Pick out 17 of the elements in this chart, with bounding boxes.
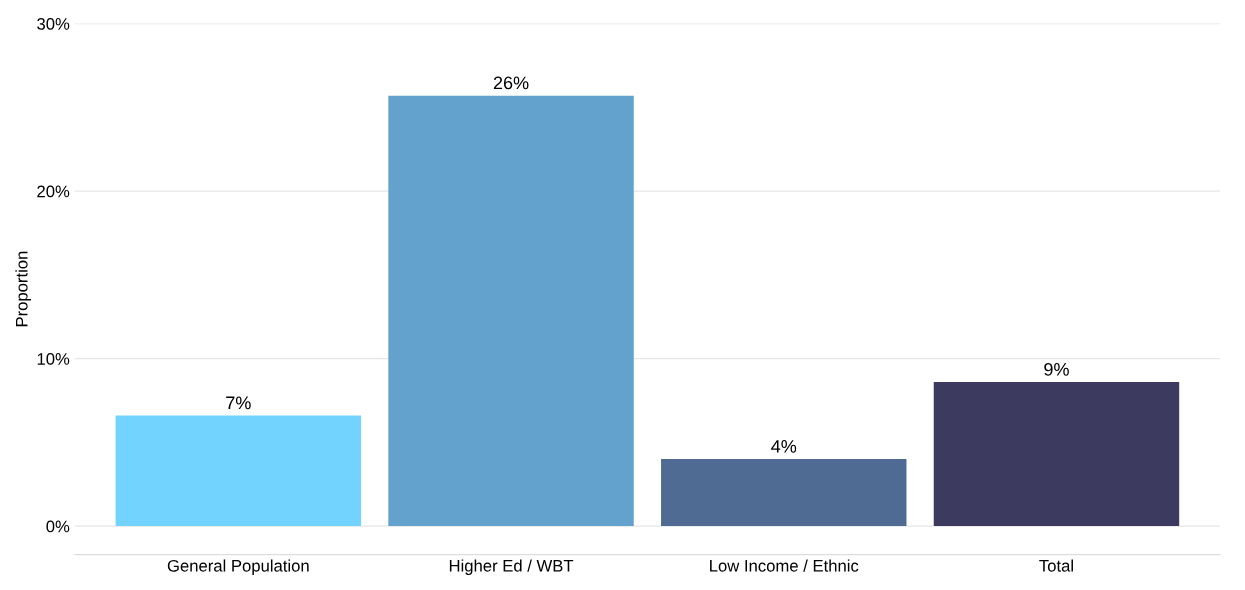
data-label: 7%	[226, 396, 251, 410]
y-tick-label: 10%	[37, 353, 70, 365]
data-label: 4%	[771, 440, 797, 453]
x-tick-label: Total	[1039, 559, 1073, 572]
data-label: 9%	[1044, 362, 1069, 376]
x-tick-label: General Population	[167, 559, 309, 575]
bar	[661, 459, 907, 527]
bar	[933, 382, 1180, 527]
y-tick-label: 20%	[37, 185, 70, 198]
data-label: 26%	[493, 76, 529, 90]
y-tick-label: 0%	[46, 520, 70, 533]
bar	[115, 415, 362, 527]
x-tick-label: Higher Ed / WBT	[449, 559, 574, 575]
y-tick-label: 30%	[37, 18, 70, 30]
bar	[388, 95, 634, 527]
x-tick-label: Low Income / Ethnic	[710, 559, 859, 572]
y-axis-title: Proportion	[15, 251, 31, 327]
